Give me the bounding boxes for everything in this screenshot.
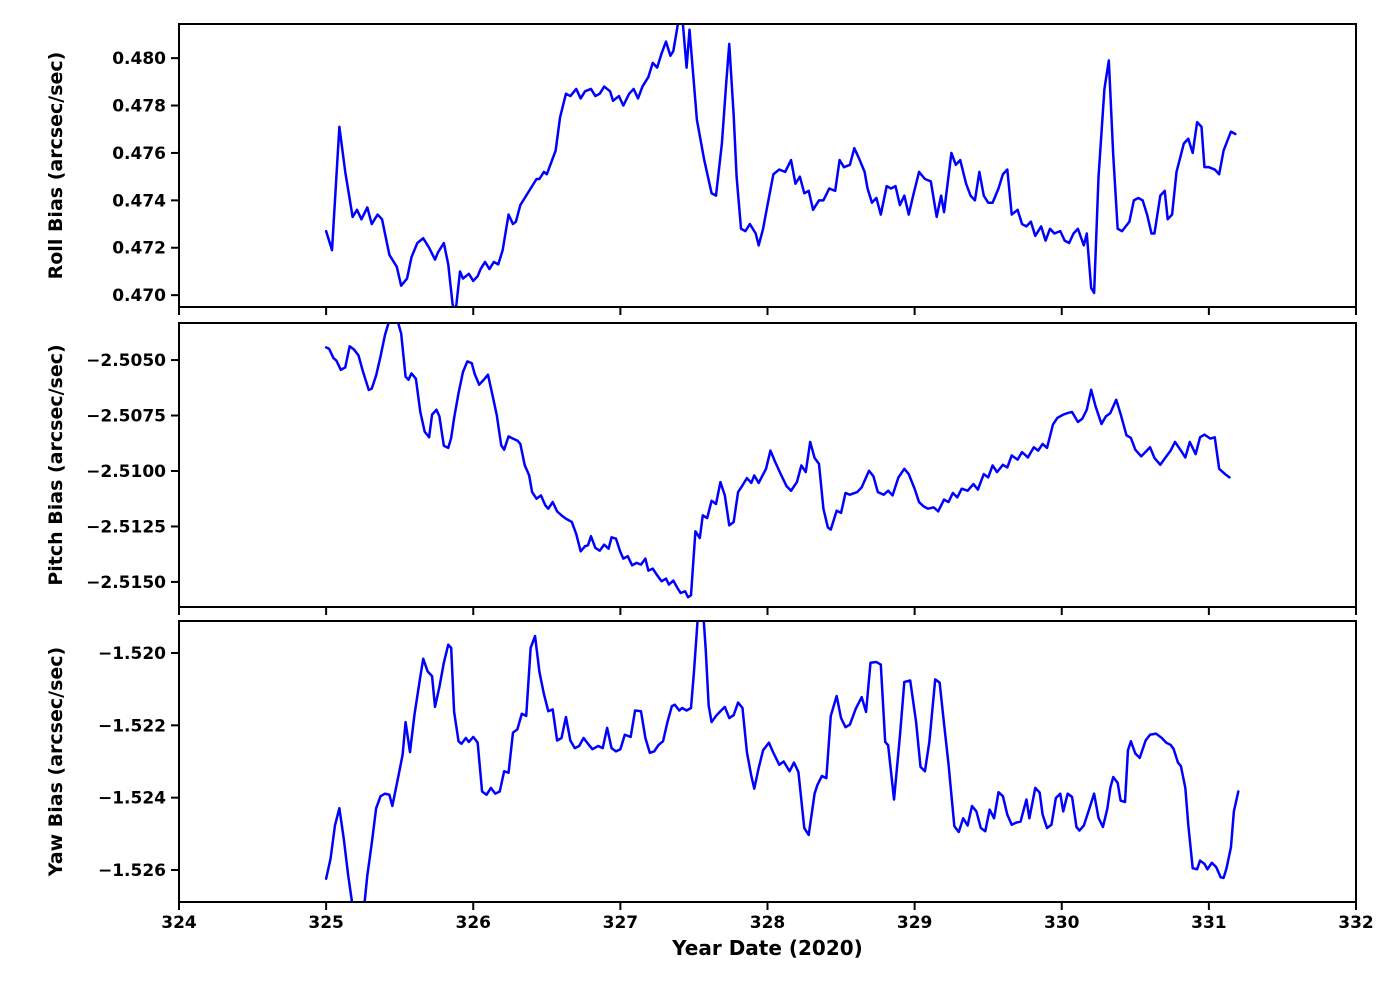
pitch-bias-subplot: −2.5050 −2.5075 −2.5100 −2.5125 −2.5150 Pitch… xyxy=(45,322,1357,615)
yaw-bias-subplot: −1.520 −1.522 −1.524 −1.526 324 325 326 327 328 3… xyxy=(45,620,1374,933)
pitch-bias-ytick-label: −2.5125 xyxy=(86,517,166,537)
yaw-bias-ytick-label: −1.522 xyxy=(98,716,166,736)
pitch-bias-line xyxy=(324,323,1231,599)
yaw-bias-line xyxy=(324,621,1240,902)
yaw-bias-ylabel: Yaw Bias (arcsec/sec) xyxy=(45,647,67,877)
xtick-label: 328 xyxy=(750,913,786,933)
pitch-bias-ylabel: Pitch Bias (arcsec/sec) xyxy=(45,344,67,585)
roll-bias-ytick-label: 0.480 xyxy=(112,49,166,69)
xtick-label: 325 xyxy=(308,913,344,933)
roll-bias-ytick-label: 0.476 xyxy=(112,144,166,164)
yaw-bias-ytick-label: −1.524 xyxy=(98,789,166,809)
xtick-label: 327 xyxy=(603,913,639,933)
roll-bias-ytick-label: 0.472 xyxy=(112,239,166,259)
xtick-label: 332 xyxy=(1338,913,1374,933)
xtick-label: 330 xyxy=(1044,913,1080,933)
xtick-label: 326 xyxy=(456,913,492,933)
yaw-bias-frame xyxy=(178,620,1357,903)
xtick-label: 324 xyxy=(161,913,197,933)
pitch-bias-frame xyxy=(178,322,1357,608)
pitch-bias-ytick-label: −2.5150 xyxy=(86,573,166,593)
roll-bias-subplot: 0.470 0.472 0.474 0.476 0.478 0.480 Roll Bias … xyxy=(45,23,1357,315)
pitch-bias-ytick-label: −2.5100 xyxy=(86,462,166,482)
yaw-bias-ytick-label: −1.520 xyxy=(98,644,166,664)
roll-bias-ytick-label: 0.478 xyxy=(112,97,166,117)
roll-bias-ytick-label: 0.470 xyxy=(112,286,166,306)
roll-bias-frame xyxy=(178,23,1357,308)
roll-bias-line xyxy=(324,24,1237,307)
roll-bias-ytick-label: 0.474 xyxy=(112,191,166,211)
x-axis-label: Year Date (2020) xyxy=(671,936,863,960)
xtick-label: 329 xyxy=(897,913,933,933)
roll-bias-ylabel: Roll Bias (arcsec/sec) xyxy=(45,52,67,280)
xtick-label: 331 xyxy=(1191,913,1227,933)
yaw-bias-ytick-label: −1.526 xyxy=(98,861,166,881)
pitch-bias-ytick-label: −2.5050 xyxy=(86,351,166,371)
pitch-bias-ytick-label: −2.5075 xyxy=(86,407,166,427)
